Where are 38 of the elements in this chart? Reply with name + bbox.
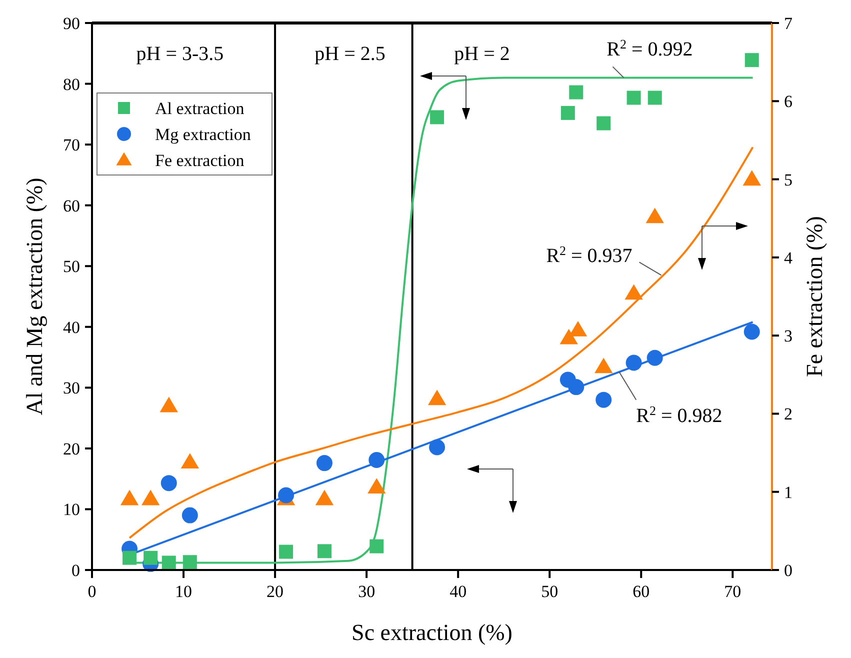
legend-label: Mg extraction: [155, 125, 252, 144]
y-tick-label: 80: [63, 74, 80, 94]
x-tick-label: 20: [266, 582, 284, 601]
y-axis-title: Al and Mg extraction (%): [22, 178, 47, 416]
y-tick-label: 20: [63, 439, 80, 458]
y-tick-label: 70: [63, 136, 80, 155]
x-tick-label: 10: [175, 582, 192, 601]
y-tick-label: 40: [63, 318, 80, 337]
y2-tick-label: 7: [784, 14, 793, 33]
legend-label: Fe extraction: [155, 151, 245, 170]
legend-label: Al extraction: [155, 99, 245, 118]
y-tick-label: 90: [63, 14, 80, 33]
y2-tick-label: 3: [784, 326, 792, 346]
x-tick-label: 40: [450, 582, 467, 601]
y2-tick-label: 4: [784, 248, 793, 268]
annotation: R$^{2}$ = 0.982: [636, 402, 722, 427]
annotation: pH = 3-3.5: [136, 43, 224, 65]
y-tick-label: 60: [63, 196, 80, 216]
annotation: R$^{2}$ = 0.937: [546, 242, 632, 268]
y2-tick-label: 0: [784, 561, 792, 580]
y-tick-label: 30: [63, 378, 80, 398]
y2-tick-label: 1: [784, 482, 792, 502]
annotation: R$^{2}$ = 0.992: [606, 36, 693, 61]
y-tick-label: 0: [72, 561, 80, 580]
y-tick-label: 10: [63, 500, 80, 520]
x-tick-label: 50: [541, 582, 558, 601]
annotation: pH = 2: [454, 43, 510, 65]
annotation: pH = 2.5: [314, 43, 386, 65]
y2-tick-label: 5: [784, 170, 792, 190]
x-tick-label: 60: [632, 582, 650, 601]
y-tick-label: 50: [63, 257, 80, 276]
y2-tick-label: 2: [784, 404, 792, 424]
x-tick-label: 0: [88, 582, 96, 601]
y2-axis-title: Fe extraction (%): [802, 216, 827, 377]
x-tick-label: 30: [358, 582, 376, 601]
x-tick-label: 70: [724, 582, 742, 601]
y2-tick-label: 6: [784, 92, 792, 112]
x-axis-title: Sc extraction (%): [352, 620, 512, 645]
